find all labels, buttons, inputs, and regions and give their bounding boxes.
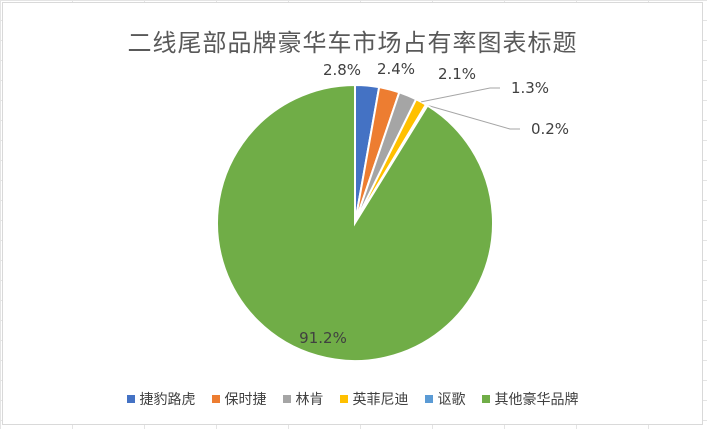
pie-slice[interactable] (216, 83, 494, 362)
legend-swatch (211, 395, 220, 403)
legend-swatch (126, 395, 135, 403)
legend-swatch (282, 395, 291, 403)
legend-item: 保时捷 (211, 389, 267, 409)
leader-line (421, 87, 500, 103)
leader-line (426, 104, 520, 130)
data-label: 0.2% (531, 120, 569, 138)
legend-label: 其他豪华品牌 (494, 392, 579, 408)
legend-item: 林肯 (282, 389, 324, 409)
chart-title: 二线尾部品牌豪华车市场占有率图表标题 (127, 29, 578, 57)
legend-label: 保时捷 (224, 392, 267, 408)
data-label: 2.1% (438, 65, 476, 83)
legend-item: 捷豹路虎 (126, 389, 196, 409)
legend-swatch (339, 395, 348, 403)
pie-plot-area: 2.8% 2.4% 2.1% 1.3% 0.2% 91.2% (216, 60, 569, 362)
legend-label: 英菲尼迪 (352, 392, 409, 408)
legend-label: 捷豹路虎 (139, 392, 196, 408)
data-label: 1.3% (511, 79, 549, 97)
legend-item: 英菲尼迪 (339, 389, 409, 409)
legend-item: 讴歌 (424, 389, 466, 409)
legend-swatch (481, 395, 490, 403)
legend-label: 讴歌 (437, 392, 466, 408)
chart-legend: 捷豹路虎 保时捷 林肯 英菲尼迪 讴歌 其他豪华品牌 (3, 389, 702, 409)
data-label: 2.8% (323, 61, 361, 79)
data-label: 91.2% (299, 329, 347, 347)
legend-swatch (424, 395, 433, 403)
chart-area[interactable]: 二线尾部品牌豪华车市场占有率图表标题 2.8% 2.4% 2.1% 1.3% 0.2% 9… (2, 2, 703, 425)
legend-label: 林肯 (295, 392, 324, 408)
data-label: 2.4% (377, 60, 415, 78)
legend-item: 其他豪华品牌 (481, 389, 579, 409)
